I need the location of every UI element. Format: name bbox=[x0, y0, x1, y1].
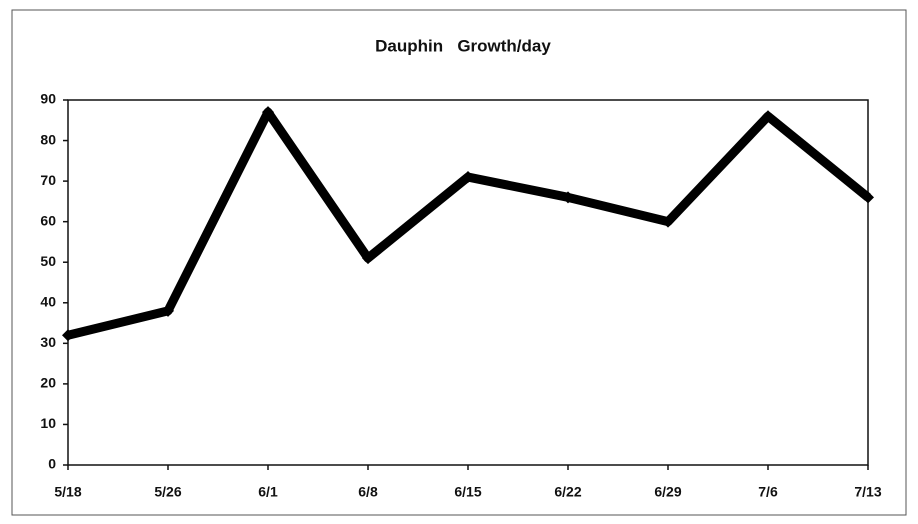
data-point bbox=[162, 304, 174, 317]
x-tick-label: 6/15 bbox=[454, 484, 481, 500]
chart-title: Dauphin Growth/day bbox=[375, 36, 551, 55]
data-point bbox=[762, 110, 774, 123]
chart-frame bbox=[11, 9, 907, 516]
data-point bbox=[262, 106, 274, 119]
plot-area bbox=[67, 99, 869, 466]
y-tick-label: 60 bbox=[40, 212, 56, 228]
x-tick-label: 6/29 bbox=[654, 484, 681, 500]
y-tick-label: 80 bbox=[40, 131, 56, 147]
x-tick-label: 6/22 bbox=[554, 484, 581, 500]
y-tick-label: 20 bbox=[40, 375, 56, 391]
y-tick-label: 40 bbox=[40, 293, 56, 309]
y-tick-label: 10 bbox=[40, 415, 56, 431]
y-tick-label: 70 bbox=[40, 172, 56, 188]
x-tick-label: 5/26 bbox=[154, 484, 181, 500]
data-line bbox=[66, 107, 871, 340]
x-tick-label: 7/6 bbox=[758, 484, 778, 500]
x-tick-label: 5/18 bbox=[54, 484, 81, 500]
x-tick-label: 7/13 bbox=[854, 484, 881, 500]
y-tick-label: 90 bbox=[40, 91, 56, 107]
data-point bbox=[662, 215, 674, 228]
data-point bbox=[362, 252, 374, 265]
x-tick-label: 6/8 bbox=[358, 484, 378, 500]
data-point bbox=[62, 329, 74, 342]
data-point bbox=[462, 171, 474, 184]
y-tick-label: 0 bbox=[48, 456, 56, 472]
y-tick-label: 30 bbox=[40, 334, 56, 350]
data-point bbox=[862, 191, 874, 204]
y-tick-label: 50 bbox=[40, 253, 56, 269]
data-point bbox=[562, 191, 574, 204]
x-tick-label: 6/1 bbox=[258, 484, 278, 500]
